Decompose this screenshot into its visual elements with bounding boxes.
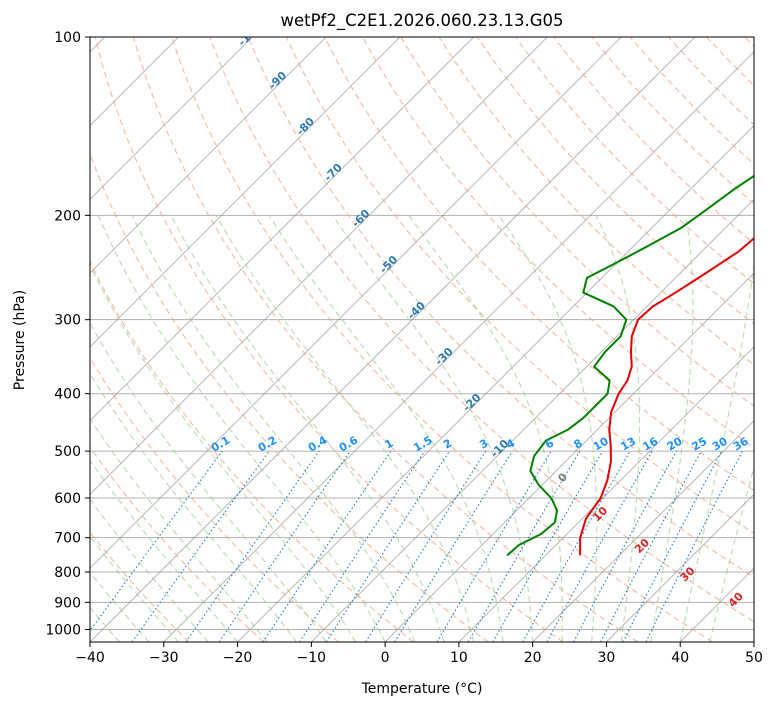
dry-adiabat-line [438,37,754,366]
mixing-ratio-line [546,450,653,642]
isotherm-line [90,37,401,348]
moist-adiabat-line [90,459,238,642]
moist-adiabat-line [90,372,298,642]
mixing-ratio-line [299,450,426,642]
x-tick-label: 50 [745,650,763,666]
moist-adiabat-line [215,215,475,642]
x-tick-label: 10 [450,650,468,666]
y-tick-label: 700 [54,531,81,547]
mixing-ratio-line [90,450,223,632]
isotherm-line [90,37,253,200]
mixing-ratio-line [185,450,320,642]
dry-adiabat-line [323,37,754,491]
moist-adiabat-line [595,215,641,642]
mixing-ratio-line [131,450,270,642]
x-tick-label: −20 [223,650,253,666]
x-tick-label: 40 [671,650,689,666]
x-tick-label: −10 [297,650,327,666]
moist-adiabat-line [90,417,268,642]
isotherm-label: -100 [236,20,265,49]
mixing-ratio-line [262,450,392,642]
dry-adiabat-line [90,445,265,642]
y-tick-label: 1000 [45,622,81,638]
moist-adiabat-line [90,498,209,642]
moist-adiabat-line [332,215,534,642]
isotherm-line [90,37,622,569]
isotherm-line [458,346,754,642]
x-tick-label: 20 [524,650,542,666]
y-tick-label: 200 [54,208,81,224]
x-axis-title: Temperature (°C) [361,681,483,697]
moist-adiabat-line [650,215,694,642]
y-axis-title: Pressure (hPa) [12,290,28,390]
mixing-ratio-line [645,450,743,642]
moist-adiabat-line [268,215,504,642]
isotherm-line [384,272,754,642]
y-tick-label: 500 [54,444,81,460]
x-tick-label: 0 [381,650,390,666]
dry-adiabat-line [515,37,754,285]
isotherm-line [163,51,754,642]
isotherm-line [90,37,474,422]
moist-adiabat-line [90,263,357,642]
isotherm-line [90,37,696,642]
dry-adiabat-line [209,37,754,623]
y-tick-label: 900 [54,595,81,611]
dry-adiabat-line [94,37,564,642]
dry-adiabat-line [90,260,414,642]
moist-adiabat-line [131,215,416,642]
moist-adiabat-line [679,259,754,642]
mixing-ratio-line [394,450,513,642]
isotherm-line [606,493,754,642]
y-tick-label: 600 [54,491,81,507]
dry-adiabat-line [90,356,339,642]
y-tick-label: 100 [54,30,81,46]
isotherm-line [532,420,754,642]
dry-adiabat-line [285,37,754,535]
plot-frame [89,36,755,643]
dry-adiabat-line [171,37,713,642]
dry-adiabat-line [476,37,754,325]
y-tick-label: 400 [54,387,81,403]
isotherm-line [90,37,548,496]
temperature-profile-line [579,236,754,556]
moist-adiabat-line [97,215,386,642]
mixing-ratio-line [325,450,450,642]
dewpoint-profile-line [506,174,754,557]
isotherm-line [90,37,327,274]
mixing-ratio-line [218,450,351,642]
isotherm-line [237,124,754,642]
mixing-ratio-line [522,450,631,642]
dry-adiabat-line [247,37,754,578]
x-tick-label: −30 [149,650,179,666]
x-tick-label: 30 [598,650,616,666]
y-tick-label: 800 [54,565,81,581]
y-tick-label: 300 [54,313,81,329]
moist-adiabat-line [90,321,327,642]
chart-title: wetPf2_C2E1.2026.060.23.13.G05 [280,11,563,31]
dry-adiabat-line [132,37,639,642]
moist-adiabat-line [170,215,445,642]
x-tick-label: −40 [75,650,105,666]
mixing-ratio-line [573,450,677,642]
